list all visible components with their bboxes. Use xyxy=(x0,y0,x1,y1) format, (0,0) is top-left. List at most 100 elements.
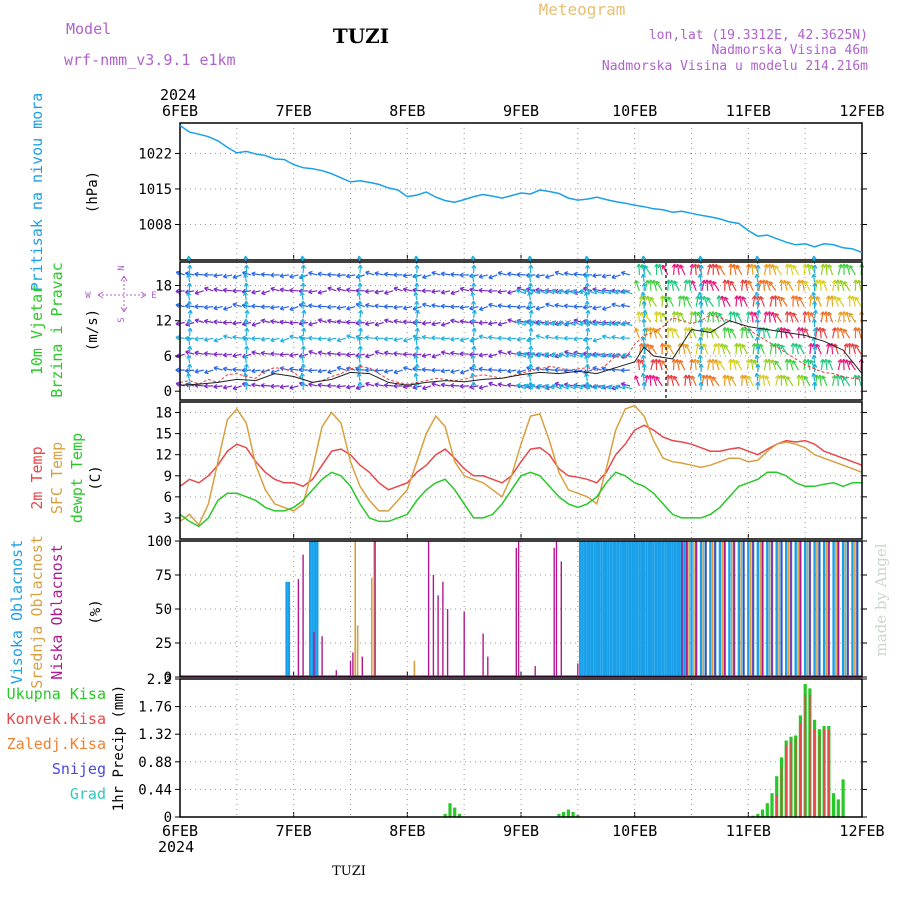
high-cloud-bar xyxy=(664,541,667,677)
low-cloud-bar xyxy=(742,541,745,677)
wind-arrow-column xyxy=(812,363,818,373)
bottom-x-tick-label: 8FEB xyxy=(389,822,425,840)
y-tick-label: 75 xyxy=(155,568,172,584)
wind-arrow-cyan xyxy=(516,288,526,295)
low-cloud-bar xyxy=(560,561,562,677)
wind-arrow xyxy=(563,335,574,341)
top-x-tick-label: 8FEB xyxy=(389,102,425,120)
high-cloud-bar xyxy=(586,541,589,677)
wind-arrow xyxy=(327,369,337,375)
low-cloud-bar xyxy=(828,541,830,677)
wind-arrow xyxy=(308,289,318,295)
high-cloud-bar xyxy=(609,541,613,677)
wind-arrow xyxy=(364,335,375,341)
wind-arrow-cyan xyxy=(615,321,626,327)
high-cloud-bar xyxy=(642,541,646,677)
wind-arrow-column xyxy=(186,282,193,292)
wind-arrow xyxy=(459,272,469,278)
station-title: TUZI xyxy=(333,24,389,48)
wind-arrow-rainbow xyxy=(724,296,731,307)
wind-arrow-column xyxy=(754,336,760,346)
wind-arrow-column xyxy=(414,363,420,373)
wind-arrow-column xyxy=(755,300,761,310)
high-cloud-bar xyxy=(593,541,596,677)
wind-unit: (m/s) xyxy=(85,309,101,351)
wind-arrow xyxy=(346,334,356,339)
wind-arrow-column xyxy=(641,264,648,274)
wind-arrow-column xyxy=(357,345,363,355)
wind-frame xyxy=(179,261,863,401)
mid-cloud-bar xyxy=(740,541,742,677)
wind-arrow xyxy=(601,273,612,279)
wind-arrow-column xyxy=(243,363,250,373)
wind-arrow-rainbow xyxy=(673,280,680,292)
wind-arrow-rainbow xyxy=(764,375,771,387)
wind-arrow-rainbow xyxy=(706,297,714,307)
wind-arrow-column xyxy=(244,264,250,274)
wind-arrow xyxy=(260,271,271,278)
wind-arrow xyxy=(478,334,488,340)
low-cloud-bar xyxy=(733,541,735,677)
wind-arrow xyxy=(497,349,507,355)
high-cloud-bar xyxy=(614,541,617,677)
wind-arrow xyxy=(270,383,280,389)
wind-arrow-column xyxy=(755,264,761,274)
low-cloud-bar xyxy=(686,541,688,677)
wind-arrow xyxy=(326,383,337,389)
wind-arrow xyxy=(459,286,470,292)
wind-arrow-column xyxy=(187,264,193,274)
wind-arrow-cyan xyxy=(572,384,583,390)
wind-arrow xyxy=(440,271,451,277)
wind-arrow xyxy=(251,382,261,388)
wind-arrow xyxy=(326,272,337,278)
wind-arrow-rainbow xyxy=(712,376,720,387)
wind-arrow-cyan xyxy=(622,352,633,358)
wind-arrow xyxy=(289,352,299,358)
wind-arrow-rainbow xyxy=(735,264,743,276)
wind-arrow xyxy=(431,288,441,295)
mid-cloud-bar xyxy=(749,541,752,677)
high-cloud-bar xyxy=(631,541,634,677)
precip-total-bar xyxy=(453,807,457,817)
wind-arrow xyxy=(270,351,280,357)
wind-arrow xyxy=(383,350,394,356)
wind-arrow xyxy=(440,289,451,295)
wind-arrow-rainbow xyxy=(718,360,726,371)
wind-arrow-cyan xyxy=(601,352,612,358)
wind-arrow-column xyxy=(697,336,704,346)
y-tick-label: 1008 xyxy=(138,217,172,233)
wind-arrow-rainbow xyxy=(849,264,856,276)
bottom-x-tick-label: 9FEB xyxy=(503,822,539,840)
wind-arrow xyxy=(345,384,356,390)
wind-arrow-column xyxy=(584,273,590,283)
credit-label: made by Angel xyxy=(872,543,890,656)
wind-arrow-cyan xyxy=(523,383,534,390)
wind-arrow-column xyxy=(811,300,818,310)
high-cloud-bar xyxy=(309,541,312,677)
high-cloud-bar xyxy=(624,541,627,677)
high-cloud-bar xyxy=(775,541,778,677)
wind-arrow-column xyxy=(642,309,648,319)
high-cloud-bar xyxy=(678,541,681,677)
low-cloud-bar xyxy=(799,541,802,677)
wind-arrow-rainbow xyxy=(837,263,843,276)
wind-arrow-rainbow xyxy=(690,280,697,292)
bottom-x-tick-labels: 6FEB 7FEB 8FEB 9FEB 10FEB 11FEB 12FEB xyxy=(162,822,885,840)
wind-arrow-column xyxy=(698,345,704,355)
high-cloud-bar xyxy=(583,541,587,677)
high-cloud-bar xyxy=(313,541,317,677)
wind-arrow xyxy=(222,287,233,293)
wind-arrow-cyan xyxy=(537,352,548,358)
wind-arrow xyxy=(459,369,470,375)
top-x-tick-label: 12FEB xyxy=(839,102,884,120)
wind-arrow xyxy=(279,305,290,311)
precip-frozen-label: Zaledj.Kisa xyxy=(7,735,106,753)
high-cloud-ylabel: Visoka Oblacnost xyxy=(8,540,26,685)
precip-conv-bar xyxy=(828,729,830,817)
precip-conv-label: Konvek.Kisa xyxy=(7,710,106,728)
wind-arrow-rainbow xyxy=(707,263,713,276)
clouds-panel: 0 25 50 75 100 Visoka Oblacnost Srednja Obla… xyxy=(8,534,890,689)
wind-arrow-rainbow xyxy=(780,344,788,355)
high-cloud-bar xyxy=(597,541,601,677)
